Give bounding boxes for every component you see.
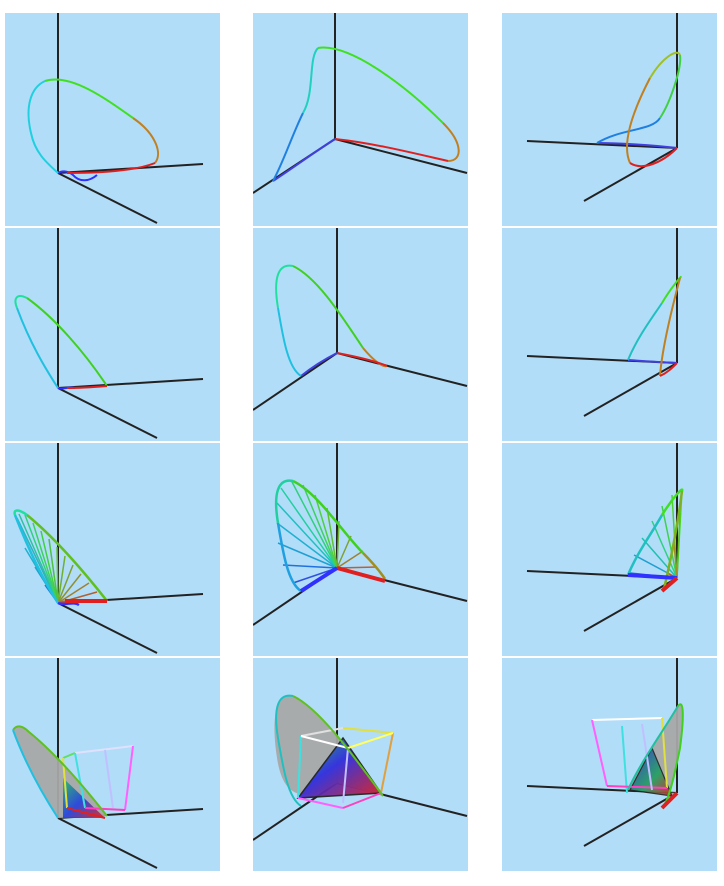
spectral-locus-curve — [275, 264, 388, 377]
spectral-locus-curve — [13, 509, 108, 607]
panel-r3-c1 — [5, 443, 220, 656]
spectral-locus-curve — [627, 275, 682, 377]
axes — [526, 13, 678, 202]
axis-front — [57, 817, 158, 869]
gamut-triangle — [629, 746, 673, 797]
axis-front — [583, 792, 678, 847]
spectral-locus-curve — [272, 46, 460, 182]
panel-r1-c2 — [253, 13, 468, 226]
axis-front — [57, 387, 158, 439]
panel-r2-c1 — [5, 228, 220, 441]
axes — [526, 228, 678, 417]
axis-right — [334, 138, 468, 174]
gamut-cube — [62, 745, 134, 819]
panel-r4-c1 — [5, 658, 220, 871]
spectral-locus-curve — [14, 295, 108, 390]
axis-front — [583, 362, 678, 417]
axes — [253, 228, 468, 411]
panel-r1-c3 — [502, 13, 717, 226]
spectral-locus-curve — [627, 703, 684, 810]
panel-r3-c3 — [502, 443, 717, 656]
spectral-locus-curve — [27, 78, 160, 182]
panel-r2-c3 — [502, 228, 717, 441]
axes — [57, 443, 204, 654]
axis-right — [57, 378, 204, 389]
rays-from-origin — [16, 513, 106, 604]
gamut-cube — [296, 727, 394, 809]
axis-front — [583, 577, 678, 632]
panel-r4-c3 — [502, 658, 717, 871]
spectral-locus-curve — [596, 51, 682, 168]
panel-r4-c2 — [253, 658, 468, 871]
axis-left — [526, 140, 678, 149]
axes — [253, 13, 468, 194]
axis-front — [57, 602, 158, 654]
axes — [253, 443, 468, 626]
rays-from-origin — [276, 479, 378, 584]
locus-cone-surface — [13, 726, 107, 818]
axes — [57, 228, 204, 439]
axes — [57, 13, 204, 224]
axis-front — [583, 147, 678, 202]
spectral-locus-curve — [626, 488, 684, 593]
spectral-locus-curve — [275, 694, 384, 807]
axis-left — [253, 352, 338, 411]
axes — [526, 443, 678, 632]
panel-r3-c2 — [253, 443, 468, 656]
panel-r1-c1 — [5, 13, 220, 226]
spectral-locus-curve — [12, 725, 108, 819]
spectral-locus-curve — [274, 479, 387, 593]
axis-front — [57, 172, 158, 224]
gamut-triangle — [296, 736, 383, 799]
panel-r2-c2 — [253, 228, 468, 441]
